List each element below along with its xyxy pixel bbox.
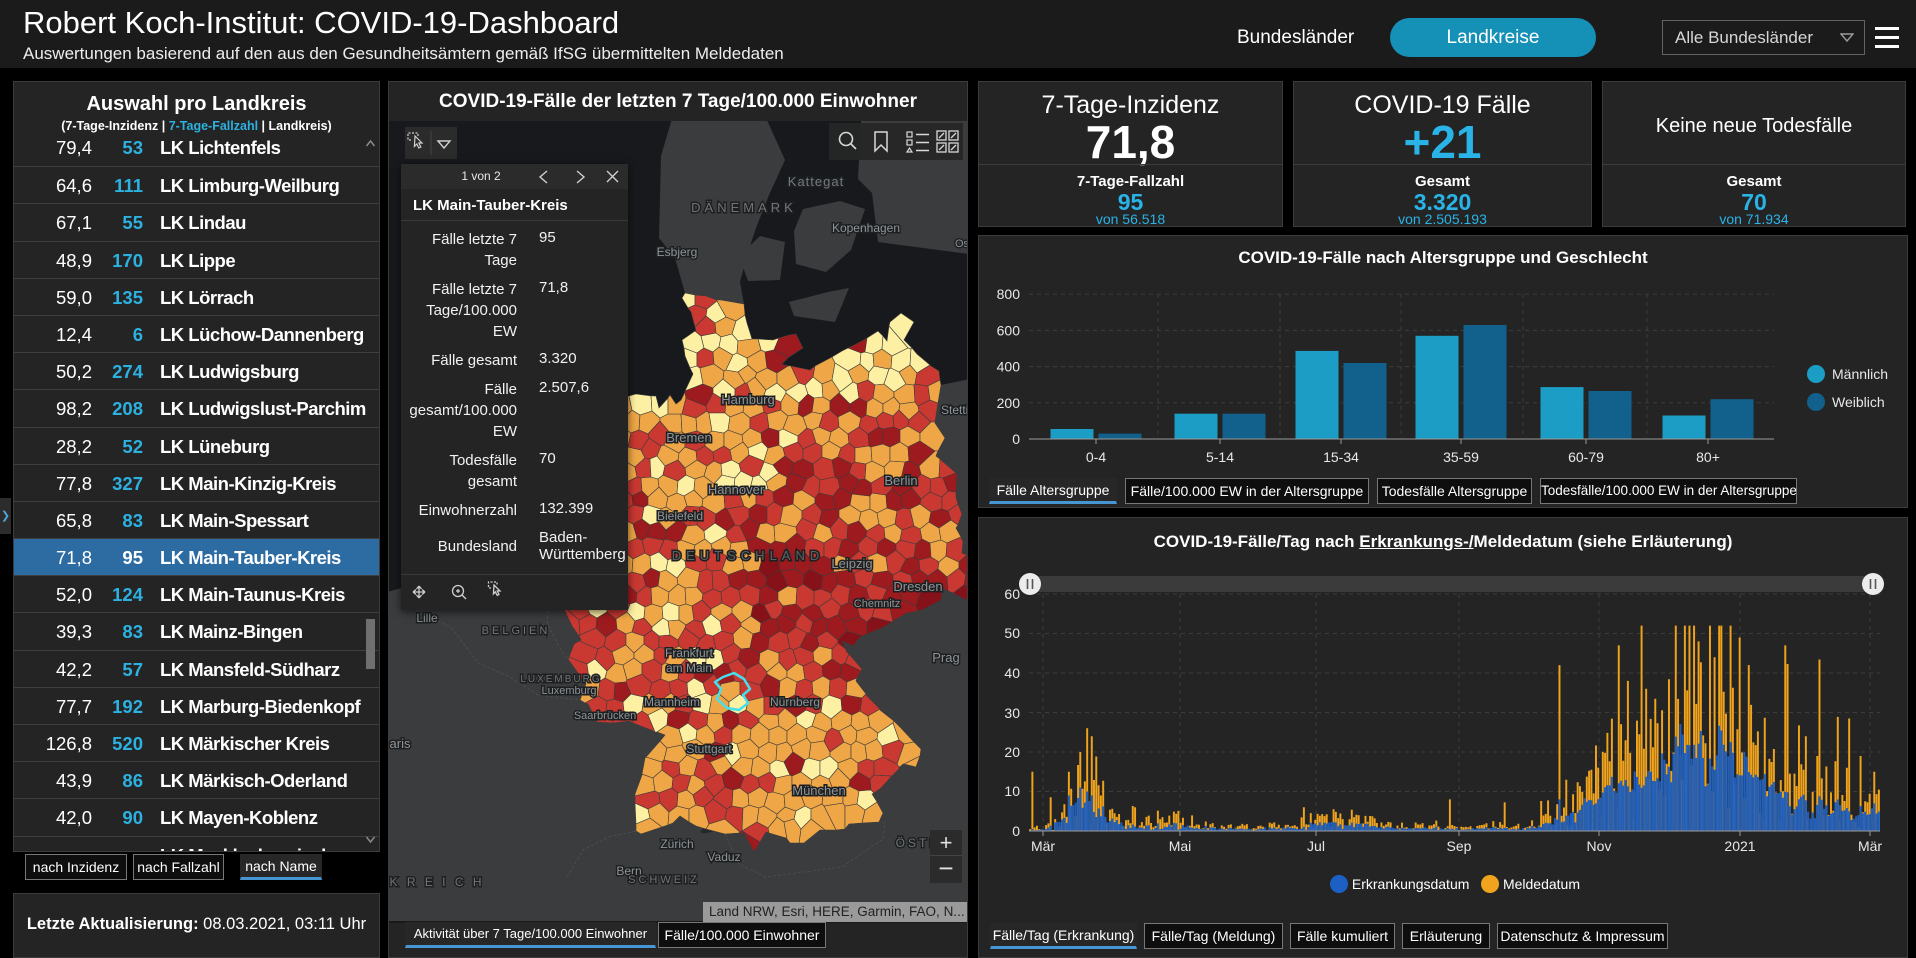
svg-text:400: 400 — [997, 359, 1021, 375]
svg-text:600: 600 — [997, 322, 1021, 338]
svg-text:Jul: Jul — [1307, 838, 1325, 854]
svg-text:Hannover: Hannover — [708, 482, 765, 497]
svg-text:0: 0 — [1012, 431, 1020, 447]
svg-text:35-59: 35-59 — [1443, 449, 1479, 465]
svg-text:60-79: 60-79 — [1568, 449, 1604, 465]
svg-text:Saarbrücken: Saarbrücken — [574, 710, 636, 722]
svg-text:Vaduz: Vaduz — [707, 850, 740, 864]
svg-text:40: 40 — [1004, 665, 1020, 681]
svg-text:Sep: Sep — [1447, 838, 1472, 854]
svg-text:Stettin: Stettin — [941, 403, 967, 417]
svg-text:Prag: Prag — [932, 650, 959, 665]
svg-text:Luxemburg: Luxemburg — [541, 685, 596, 697]
svg-text:Nov: Nov — [1587, 838, 1612, 854]
svg-text:Chemnitz: Chemnitz — [854, 598, 900, 610]
svg-text:Mai: Mai — [1169, 838, 1192, 854]
svg-text:5-14: 5-14 — [1206, 449, 1234, 465]
svg-text:Kattegat: Kattegat — [788, 174, 844, 189]
svg-text:Stuttgart: Stuttgart — [686, 742, 732, 756]
svg-text:SCHWEIZ: SCHWEIZ — [628, 874, 700, 886]
svg-text:Nürnberg: Nürnberg — [770, 695, 820, 709]
svg-text:K R E I C H: K R E I C H — [389, 875, 484, 889]
svg-text:Frankfurt: Frankfurt — [665, 646, 714, 660]
svg-text:Mär: Mär — [1031, 838, 1055, 854]
svg-text:Zürich: Zürich — [660, 837, 693, 851]
svg-text:2021: 2021 — [1724, 838, 1755, 854]
svg-text:50: 50 — [1004, 625, 1020, 641]
svg-text:Bielefeld: Bielefeld — [657, 509, 703, 523]
svg-text:DEUTSCHLAND: DEUTSCHLAND — [672, 548, 825, 563]
svg-text:30: 30 — [1004, 705, 1020, 721]
svg-text:800: 800 — [997, 286, 1021, 302]
svg-text:Hamburg: Hamburg — [721, 392, 774, 407]
svg-text:BELGIEN: BELGIEN — [482, 625, 551, 637]
svg-text:Mannheim: Mannheim — [644, 695, 700, 709]
svg-text:München: München — [792, 783, 845, 798]
svg-text:Weiblich: Weiblich — [1832, 394, 1885, 410]
svg-text:Männlich: Männlich — [1832, 366, 1888, 382]
svg-text:Esbjerg: Esbjerg — [657, 245, 698, 259]
svg-text:ÖSTE: ÖSTE — [896, 836, 941, 850]
svg-text:am Main: am Main — [666, 661, 712, 675]
svg-text:80+: 80+ — [1696, 449, 1720, 465]
svg-text:60: 60 — [1004, 586, 1020, 602]
svg-text:10: 10 — [1004, 783, 1020, 799]
svg-text:DÄNEMARK: DÄNEMARK — [691, 200, 797, 215]
svg-text:aris: aris — [390, 736, 411, 751]
svg-text:Leipzig: Leipzig — [831, 556, 872, 571]
svg-text:Kopenhagen: Kopenhagen — [832, 221, 900, 235]
svg-text:0: 0 — [1012, 823, 1020, 839]
svg-text:Berlin: Berlin — [884, 473, 917, 488]
svg-text:Dresden: Dresden — [893, 579, 942, 594]
svg-text:0-4: 0-4 — [1086, 449, 1106, 465]
svg-text:Os: Os — [955, 238, 967, 250]
svg-text:15-34: 15-34 — [1323, 449, 1359, 465]
svg-text:20: 20 — [1004, 744, 1020, 760]
svg-text:200: 200 — [997, 395, 1021, 411]
svg-text:Bremen: Bremen — [666, 430, 712, 445]
svg-text:Bern: Bern — [616, 864, 641, 878]
svg-text:Mär: Mär — [1858, 838, 1882, 854]
svg-text:LUXEMBURG: LUXEMBURG — [520, 674, 601, 685]
svg-text:Lille: Lille — [416, 611, 438, 625]
